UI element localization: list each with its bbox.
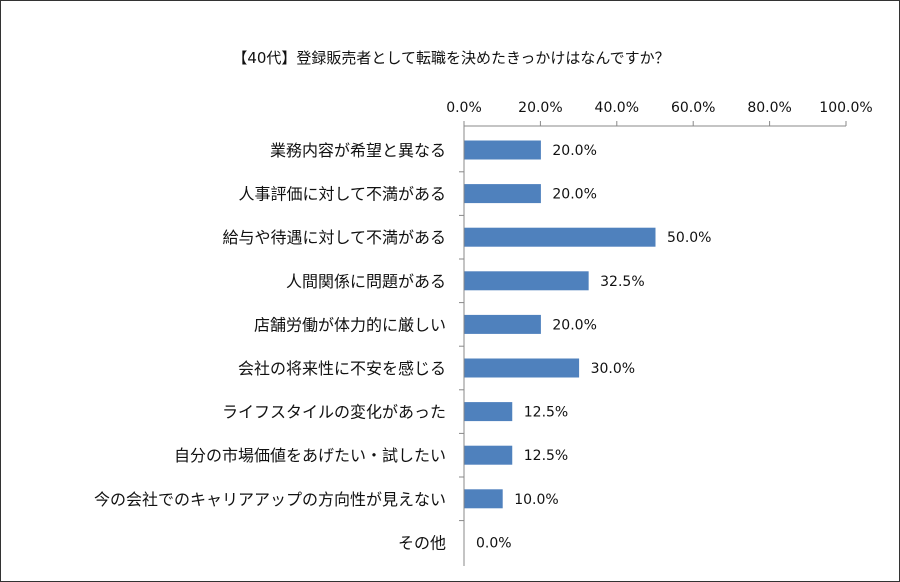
category-label: 今の会社でのキャリアアップの方向性が見えない bbox=[94, 490, 446, 509]
bar bbox=[464, 489, 503, 509]
x-tick-label: 0.0% bbox=[446, 100, 482, 116]
data-label: 0.0% bbox=[476, 535, 512, 551]
data-label: 30.0% bbox=[591, 361, 635, 377]
data-label: 10.0% bbox=[514, 492, 558, 508]
data-label: 50.0% bbox=[667, 230, 711, 246]
data-label: 20.0% bbox=[552, 143, 596, 159]
data-label: 20.0% bbox=[552, 187, 596, 203]
data-label: 12.5% bbox=[524, 405, 568, 421]
data-label: 32.5% bbox=[600, 274, 644, 290]
bar bbox=[464, 140, 541, 160]
bar bbox=[464, 271, 589, 291]
data-label: 12.5% bbox=[524, 448, 568, 464]
x-tick-label: 60.0% bbox=[671, 100, 715, 116]
bar bbox=[464, 358, 580, 378]
bar bbox=[464, 445, 513, 465]
bar bbox=[464, 227, 656, 247]
bars-layer: 業務内容が希望と異なる 20.0% 人事評価に対して不満がある 20.0% 給与や待遇に… bbox=[94, 140, 711, 552]
bar bbox=[464, 314, 541, 334]
category-label: 人間関係に問題がある bbox=[286, 272, 446, 291]
category-label: 店舗労働が体力的に厳しい bbox=[254, 315, 446, 334]
category-label: ライフスタイルの変化があった bbox=[222, 403, 446, 422]
data-label: 20.0% bbox=[552, 317, 596, 333]
x-tick-label: 40.0% bbox=[595, 100, 639, 116]
category-label: その他 bbox=[398, 533, 446, 552]
x-tick-label: 80.0% bbox=[747, 100, 791, 116]
category-label: 会社の将来性に不安を感じる bbox=[238, 359, 446, 378]
x-tick-label: 20.0% bbox=[518, 100, 562, 116]
category-label: 給与や待遇に対して不満がある bbox=[222, 228, 446, 247]
axis-layer: 0.0% 20.0% 40.0% 60.0% 80.0% 100.0% bbox=[446, 100, 873, 566]
x-tick-label: 100.0% bbox=[819, 100, 872, 116]
bar bbox=[464, 402, 513, 422]
category-label: 業務内容が希望と異なる bbox=[270, 141, 446, 160]
chart-title: 【40代】登録販売者として転職を決めたきっかけはなんですか？ bbox=[232, 49, 669, 67]
category-label: 自分の市場価値をあげたい・試したい bbox=[174, 446, 446, 465]
bar bbox=[464, 184, 541, 204]
category-label: 人事評価に対して不満がある bbox=[238, 185, 446, 204]
